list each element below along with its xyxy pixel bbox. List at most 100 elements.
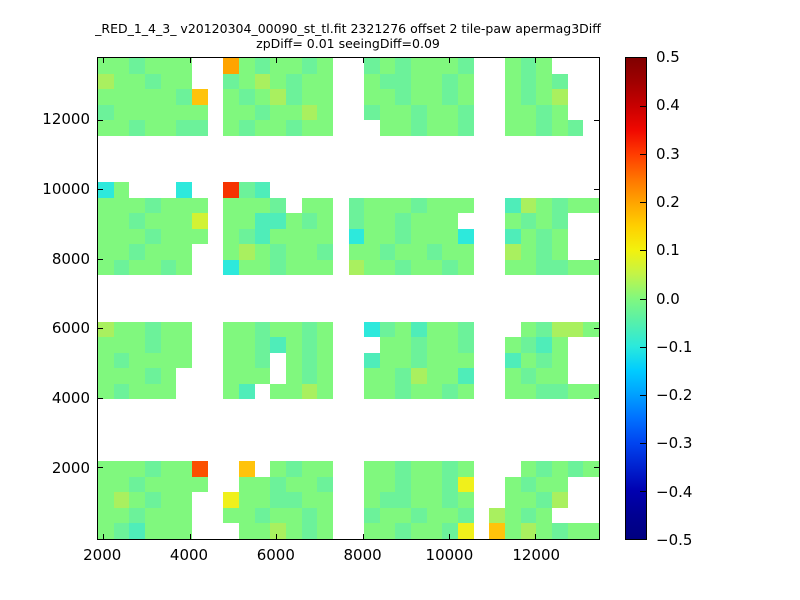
heatmap-cell bbox=[536, 523, 553, 539]
heatmap-cell bbox=[536, 120, 553, 136]
heatmap-cell bbox=[395, 244, 412, 260]
heatmap-cell bbox=[254, 244, 271, 260]
heatmap-cell bbox=[505, 507, 521, 524]
heatmap-cell bbox=[223, 104, 239, 121]
heatmap-cell bbox=[301, 89, 318, 105]
y-tick-mark bbox=[98, 119, 103, 121]
heatmap-cell bbox=[191, 120, 208, 136]
heatmap-cell bbox=[567, 321, 584, 338]
heatmap-cell bbox=[113, 120, 130, 136]
heatmap-cell bbox=[395, 368, 412, 384]
x-tick-mark bbox=[535, 58, 537, 63]
heatmap-cell bbox=[238, 461, 255, 477]
heatmap-cell bbox=[379, 259, 396, 276]
heatmap-cell bbox=[364, 259, 380, 276]
heatmap-cell bbox=[191, 197, 208, 214]
y-axis-tick-label: 4000 bbox=[51, 389, 90, 408]
heatmap-cell bbox=[536, 492, 553, 508]
heatmap-cell bbox=[552, 213, 568, 229]
heatmap-cell bbox=[113, 73, 130, 90]
heatmap-cell bbox=[270, 58, 286, 74]
heatmap-cell bbox=[536, 197, 553, 214]
heatmap-cell bbox=[176, 507, 192, 524]
heatmap-cell bbox=[191, 461, 208, 477]
heatmap-cell bbox=[505, 120, 521, 136]
heatmap-cell bbox=[176, 213, 192, 229]
heatmap-cell bbox=[176, 337, 192, 353]
heatmap-cell bbox=[144, 104, 161, 121]
heatmap-cell bbox=[505, 476, 521, 493]
heatmap-cell bbox=[458, 321, 474, 338]
heatmap-cell bbox=[364, 523, 380, 539]
heatmap-cell bbox=[113, 507, 130, 524]
heatmap-cell bbox=[505, 197, 521, 214]
heatmap-cell bbox=[552, 523, 568, 539]
heatmap-cell bbox=[505, 492, 521, 508]
heatmap-cell bbox=[458, 352, 474, 369]
heatmap-cell bbox=[505, 352, 521, 369]
heatmap-cell bbox=[113, 461, 130, 477]
heatmap-cell bbox=[223, 89, 239, 105]
heatmap-cell bbox=[317, 120, 333, 136]
heatmap-cell bbox=[254, 120, 271, 136]
heatmap-cell bbox=[144, 197, 161, 214]
heatmap-cell bbox=[129, 197, 145, 214]
heatmap-cell bbox=[254, 89, 271, 105]
heatmap-cell bbox=[458, 368, 474, 384]
x-tick-mark bbox=[276, 58, 278, 63]
heatmap-cell bbox=[364, 73, 380, 90]
heatmap-cell bbox=[176, 120, 192, 136]
heatmap-cell bbox=[144, 461, 161, 477]
heatmap-cell bbox=[285, 89, 302, 105]
heatmap-cell bbox=[505, 383, 521, 400]
heatmap-cell bbox=[98, 197, 114, 214]
heatmap-cell bbox=[411, 337, 427, 353]
heatmap-cell bbox=[144, 321, 161, 338]
heatmap-cell bbox=[567, 383, 584, 400]
heatmap-cell bbox=[458, 507, 474, 524]
heatmap-cell bbox=[317, 244, 333, 260]
heatmap-cell bbox=[520, 523, 537, 539]
heatmap-cell bbox=[176, 58, 192, 74]
colorbar-tick-label: 0.5 bbox=[656, 48, 680, 66]
heatmap-cell bbox=[552, 492, 568, 508]
heatmap-cell bbox=[238, 383, 255, 400]
heatmap-cell bbox=[113, 523, 130, 539]
y-tick-mark bbox=[98, 397, 103, 399]
heatmap-cell bbox=[98, 461, 114, 477]
heatmap-cell bbox=[426, 383, 443, 400]
heatmap-cell bbox=[442, 507, 459, 524]
heatmap-cell bbox=[395, 507, 412, 524]
heatmap-cell bbox=[395, 492, 412, 508]
heatmap-cell bbox=[98, 73, 114, 90]
y-axis-tick-label: 2000 bbox=[51, 459, 90, 478]
heatmap-cell bbox=[348, 197, 365, 214]
y-tick-mark bbox=[98, 328, 103, 330]
heatmap-cell bbox=[317, 523, 333, 539]
heatmap-cell bbox=[426, 337, 443, 353]
heatmap-cell bbox=[348, 213, 365, 229]
heatmap-cell bbox=[98, 321, 114, 338]
heatmap-cell bbox=[364, 213, 380, 229]
heatmap-cell bbox=[223, 368, 239, 384]
heatmap-cell bbox=[520, 197, 537, 214]
heatmap-cell bbox=[113, 244, 130, 260]
colorbar-tick-label: −0.2 bbox=[656, 386, 693, 405]
heatmap-cell bbox=[411, 213, 427, 229]
x-tick-mark bbox=[362, 58, 364, 63]
heatmap-cell bbox=[364, 368, 380, 384]
heatmap-cell bbox=[583, 383, 599, 400]
heatmap-cell bbox=[176, 321, 192, 338]
heatmap-cell bbox=[285, 352, 302, 369]
heatmap-cell bbox=[113, 321, 130, 338]
heatmap-cell bbox=[144, 368, 161, 384]
heatmap-cell bbox=[238, 182, 255, 198]
heatmap-cell bbox=[129, 337, 145, 353]
colorbar-tick-label: 0.3 bbox=[656, 144, 680, 163]
heatmap-cell bbox=[160, 368, 177, 384]
colorbar bbox=[625, 57, 647, 540]
heatmap-cell bbox=[301, 523, 318, 539]
heatmap-cell bbox=[379, 104, 396, 121]
heatmap-cell bbox=[379, 383, 396, 400]
heatmap-cell bbox=[395, 58, 412, 74]
